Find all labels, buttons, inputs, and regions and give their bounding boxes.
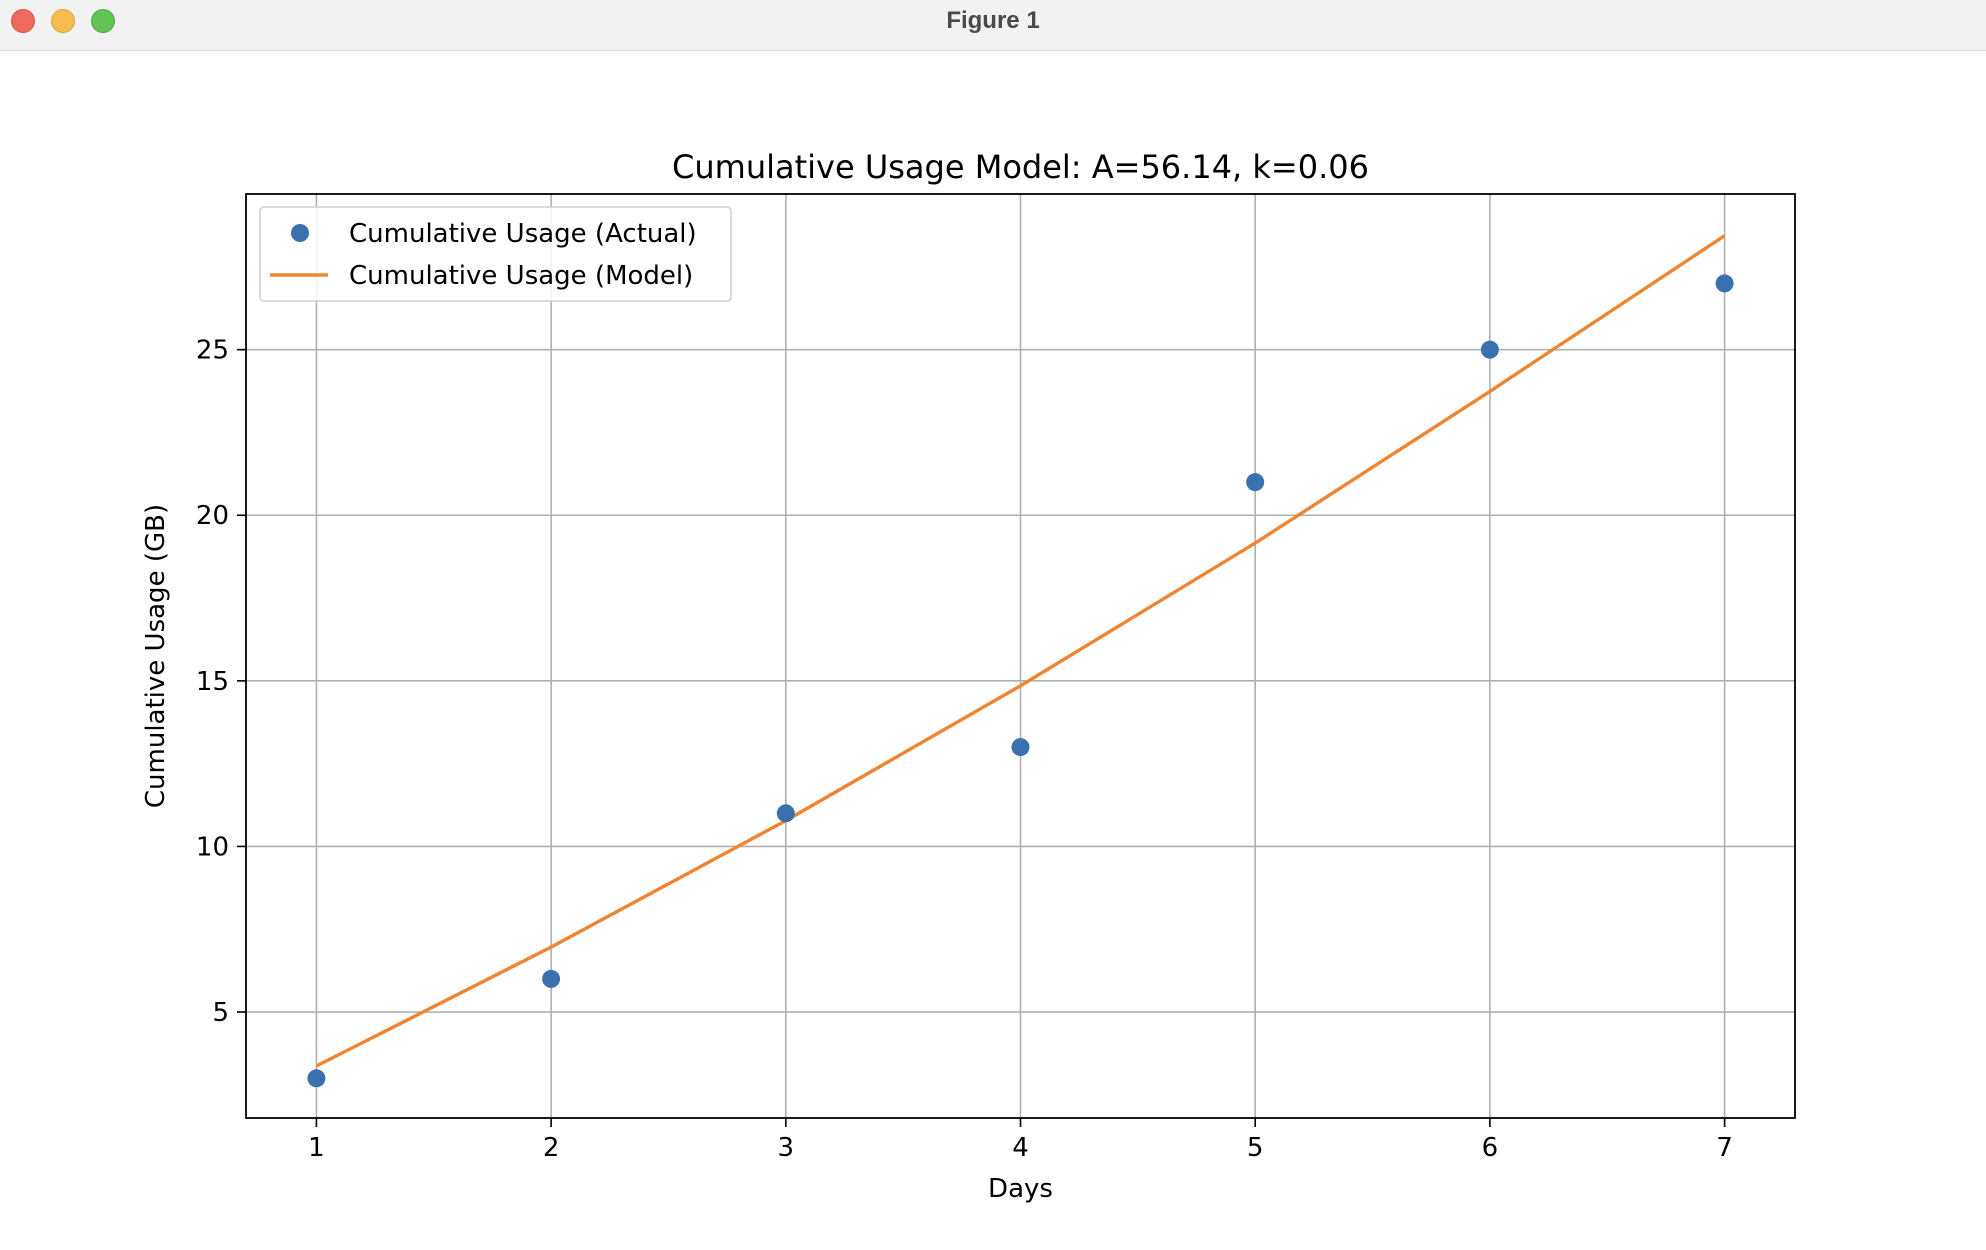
zoom-button[interactable] xyxy=(91,9,115,33)
y-tick-label: 10 xyxy=(196,832,229,862)
actual-data-point xyxy=(542,969,561,988)
chart: 1 2 3 4 5 6 7 5 10 15 20 25 Cumulative Usage Model:… xyxy=(141,148,1796,1204)
legend: Cumulative Usage (Actual) Cumulative Usag… xyxy=(259,206,732,302)
x-tick-label: 2 xyxy=(543,1133,560,1163)
axis-ticks: 1 2 3 4 5 6 7 5 10 15 20 25 xyxy=(196,336,1733,1163)
grid xyxy=(246,194,1795,1118)
title-bar: Figure 1 xyxy=(0,0,1986,51)
y-axis-label: Cumulative Usage (GB) xyxy=(141,504,171,808)
x-tick-label: 4 xyxy=(1012,1133,1029,1163)
window-title: Figure 1 xyxy=(946,7,1040,34)
x-tick-label: 7 xyxy=(1716,1133,1733,1163)
chart-title: Cumulative Usage Model: A=56.14, k=0.06 xyxy=(672,148,1369,186)
actual-data-point xyxy=(1011,738,1030,757)
x-tick-label: 3 xyxy=(778,1133,795,1163)
x-tick-label: 1 xyxy=(308,1133,325,1163)
actual-data-point xyxy=(307,1069,326,1088)
x-tick-label: 5 xyxy=(1247,1133,1264,1163)
close-button[interactable] xyxy=(11,9,35,33)
x-axis-label: Days xyxy=(988,1174,1053,1204)
actual-data-point xyxy=(1715,274,1734,293)
legend-box xyxy=(259,206,732,302)
series xyxy=(307,234,1734,1088)
actual-data-point xyxy=(1480,340,1499,359)
figure-canvas: 1 2 3 4 5 6 7 5 10 15 20 25 Cumulative Usage Model:… xyxy=(0,51,1986,1250)
model-series-line xyxy=(315,234,1726,1068)
legend-marker-actual xyxy=(291,224,309,242)
legend-label: Cumulative Usage (Model) xyxy=(349,261,693,291)
y-tick-label: 15 xyxy=(196,667,229,697)
y-tick-label: 5 xyxy=(212,998,229,1028)
minimize-button[interactable] xyxy=(51,9,75,33)
actual-data-point xyxy=(1246,473,1265,492)
actual-data-point xyxy=(776,804,795,823)
y-tick-label: 25 xyxy=(196,336,229,366)
y-tick-label: 20 xyxy=(196,501,229,531)
legend-label: Cumulative Usage (Actual) xyxy=(349,219,697,249)
x-tick-label: 6 xyxy=(1482,1133,1499,1163)
